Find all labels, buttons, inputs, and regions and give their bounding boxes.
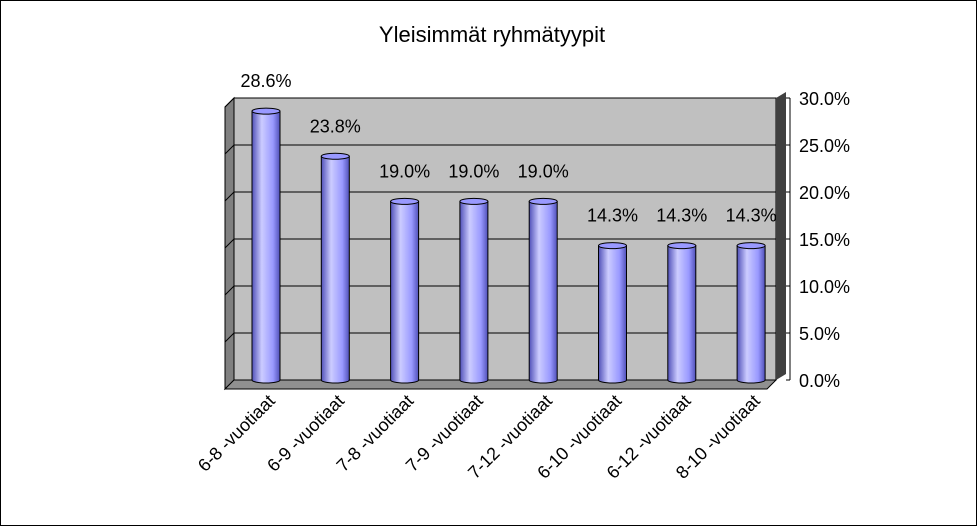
bar-top: [598, 242, 627, 250]
bar-body: [390, 200, 420, 384]
bars: [251, 107, 766, 384]
bar-body: [598, 245, 627, 384]
bar: [528, 197, 558, 384]
chart-title: Yleisimmät ryhmätyypit: [379, 22, 605, 47]
bar-top: [320, 152, 350, 160]
bar-top: [390, 197, 420, 205]
data-labels: 28.6% 23.8% 19.0% 19.0% 19.0% 14.3% 14.3% 14.3%: [240, 71, 776, 225]
right-wall-edge: [776, 92, 786, 380]
bar-body: [667, 245, 697, 384]
bar-body: [320, 155, 350, 384]
bar: [459, 197, 489, 384]
data-label: 23.8%: [310, 116, 361, 136]
data-label: 19.0%: [518, 161, 569, 181]
bar-body: [251, 110, 281, 384]
data-label: 19.0%: [379, 161, 430, 181]
bar-top: [459, 197, 489, 205]
bar: [251, 107, 281, 384]
y-tick-label: 30.0%: [799, 89, 850, 109]
y-axis: 0.0% 5.0% 10.0% 15.0% 20.0% 25.0% 30.0%: [786, 89, 850, 391]
bar: [320, 152, 350, 384]
data-label: 14.3%: [656, 206, 707, 226]
bar-body: [736, 245, 766, 384]
bar-body: [528, 200, 558, 384]
data-label: 14.3%: [726, 206, 777, 226]
bar-top: [736, 242, 766, 250]
bar-top: [251, 107, 281, 115]
gridline-side: [224, 285, 235, 296]
gridline-side: [224, 332, 235, 343]
y-tick-label: 5.0%: [799, 324, 840, 344]
bar-top: [528, 197, 558, 205]
gridline-side: [224, 144, 235, 155]
data-label: 28.6%: [240, 71, 291, 91]
plot-area: [223, 92, 786, 391]
y-tick-label: 10.0%: [799, 277, 850, 297]
bar: [736, 242, 766, 384]
bar: [390, 197, 420, 384]
data-label: 19.0%: [448, 161, 499, 181]
bar: [598, 242, 627, 384]
bar-body: [459, 200, 489, 384]
bar: [667, 242, 697, 384]
gridline-side: [224, 191, 235, 202]
y-tick-label: 25.0%: [799, 136, 850, 156]
y-tick-label: 20.0%: [799, 183, 850, 203]
bar-top: [667, 242, 697, 250]
y-tick-label: 15.0%: [799, 230, 850, 250]
gridline-side: [224, 97, 235, 108]
y-tick-label: 0.0%: [799, 371, 840, 391]
gridline-side: [224, 238, 235, 249]
data-label: 14.3%: [587, 206, 638, 226]
